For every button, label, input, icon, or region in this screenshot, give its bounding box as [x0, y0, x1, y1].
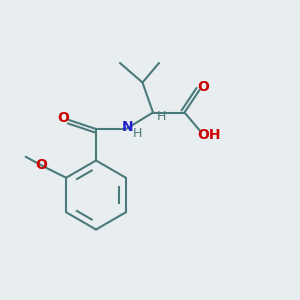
Text: OH: OH: [197, 128, 220, 142]
Text: N: N: [122, 120, 133, 134]
Text: H: H: [157, 110, 166, 123]
Text: O: O: [36, 158, 47, 172]
Text: O: O: [197, 80, 209, 94]
Text: H: H: [133, 127, 142, 140]
Text: O: O: [58, 112, 70, 125]
